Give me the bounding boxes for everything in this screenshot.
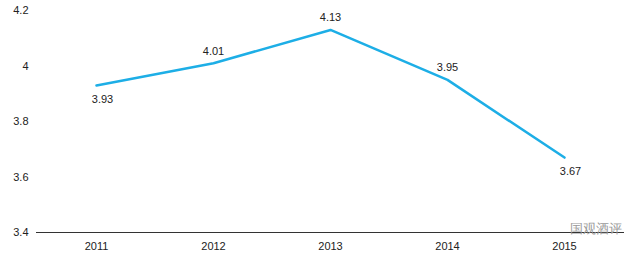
svg-text:4.2: 4.2: [13, 4, 28, 16]
svg-text:2012: 2012: [201, 240, 225, 252]
svg-text:2015: 2015: [552, 240, 576, 252]
svg-text:3.93: 3.93: [92, 93, 113, 105]
svg-text:4.13: 4.13: [320, 11, 341, 23]
svg-text:3.6: 3.6: [13, 171, 28, 183]
svg-text:3.67: 3.67: [560, 165, 581, 177]
svg-text:2014: 2014: [435, 240, 459, 252]
svg-text:2013: 2013: [318, 240, 342, 252]
svg-text:4.01: 4.01: [203, 45, 224, 57]
svg-text:4: 4: [22, 60, 28, 72]
svg-text:2011: 2011: [85, 240, 109, 252]
svg-text:3.95: 3.95: [437, 61, 458, 73]
html-text:国观酒评: 国观酒评: [570, 221, 622, 236]
svg-text:3.8: 3.8: [13, 115, 28, 127]
svg-text:3.4: 3.4: [13, 226, 28, 238]
